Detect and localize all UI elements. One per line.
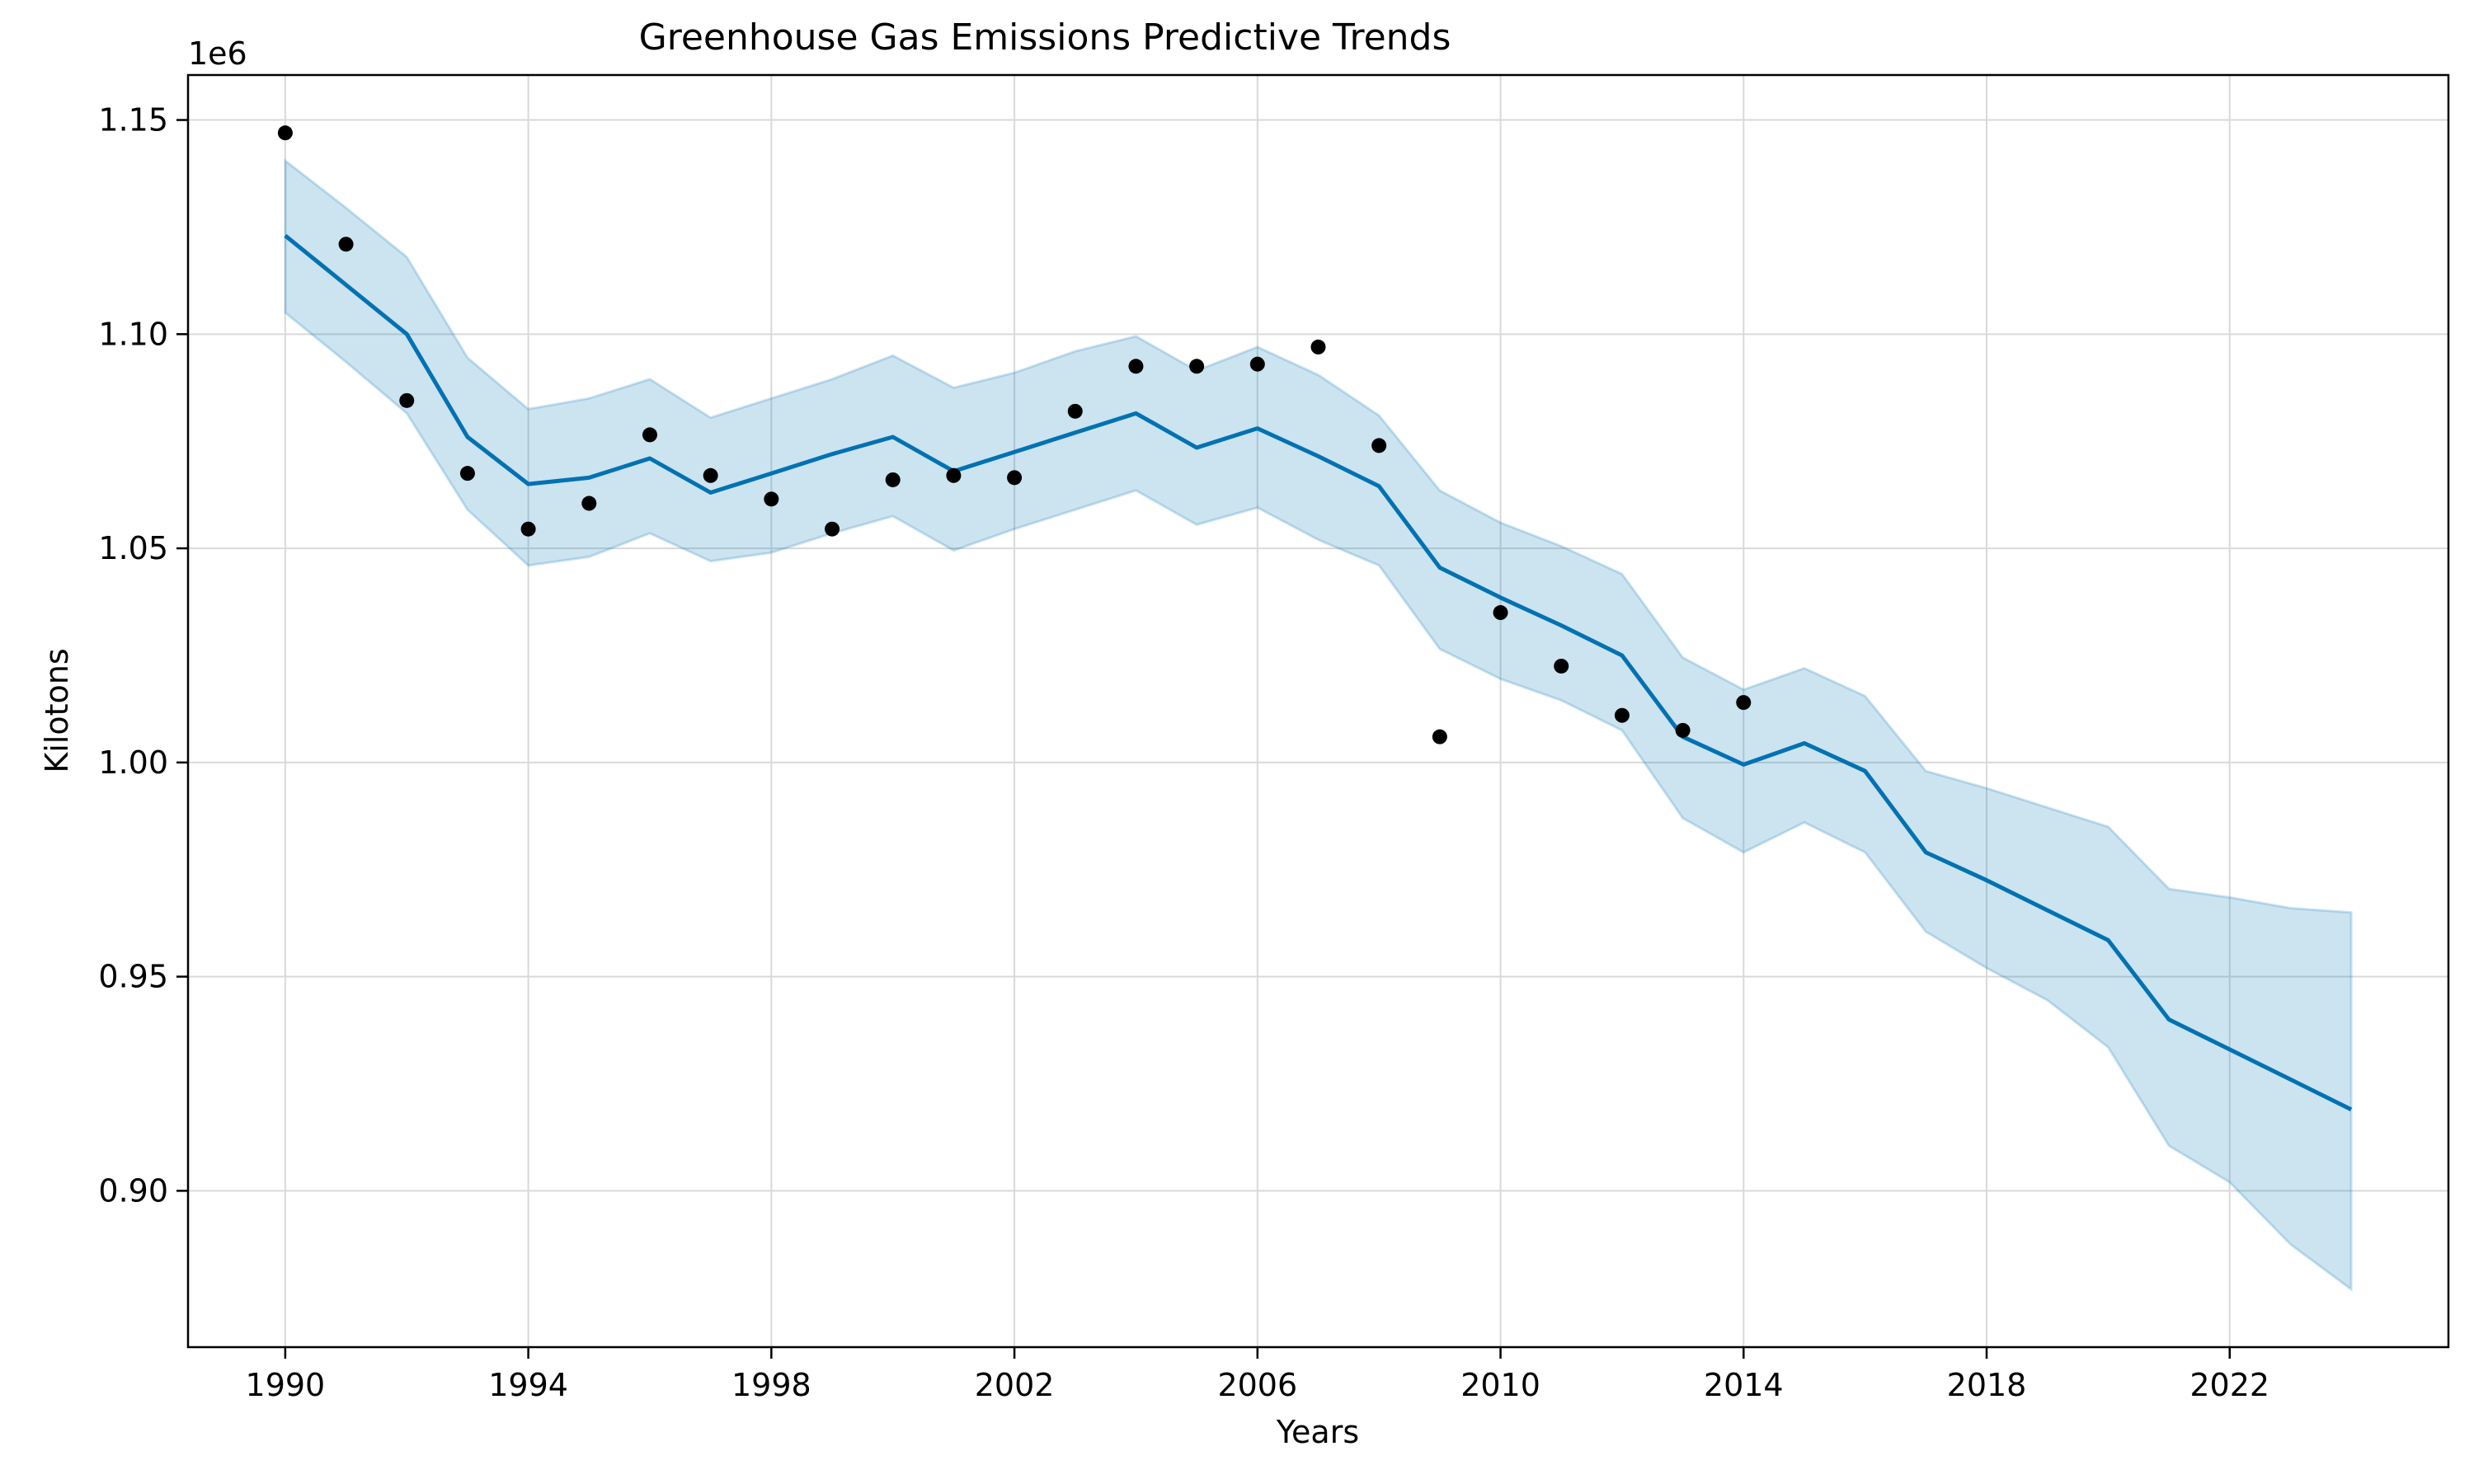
- chart-title: Greenhouse Gas Emissions Predictive Tren…: [639, 16, 1451, 59]
- observed-point: [581, 495, 597, 511]
- observed-point: [1432, 729, 1447, 744]
- y-tick-label: 1.15: [98, 102, 168, 139]
- observed-point: [1310, 339, 1326, 355]
- x-tick-label: 1994: [488, 1367, 568, 1403]
- y-tick-label: 1.10: [98, 316, 168, 352]
- observed-point: [1554, 658, 1569, 674]
- x-tick-label: 2002: [975, 1367, 1055, 1403]
- observed-point: [1189, 359, 1205, 374]
- y-axis-label: Kilotons: [39, 648, 75, 773]
- observed-point: [338, 237, 354, 252]
- y-tick-label: 1.05: [98, 530, 168, 566]
- y-axis-ticks: 0.90 0.95 1.00 1.05 1.10 1.15: [98, 102, 188, 1209]
- y-axis-offset-label: 1e6: [188, 35, 247, 72]
- y-tick-label: 0.95: [98, 959, 168, 995]
- observed-point: [825, 521, 840, 537]
- observed-point: [703, 467, 718, 483]
- x-tick-label: 2018: [1947, 1367, 2027, 1403]
- observed-point: [1493, 605, 1508, 621]
- observed-point: [1736, 695, 1752, 711]
- forecast-line: [284, 233, 2353, 1111]
- observed-point: [1249, 356, 1265, 372]
- x-tick-label: 2014: [1704, 1367, 1784, 1403]
- y-tick-label: 1.00: [98, 744, 168, 781]
- observed-point: [1371, 438, 1387, 453]
- x-tick-label: 2010: [1460, 1367, 1540, 1403]
- observed-point: [1067, 403, 1083, 419]
- observed-point: [1614, 707, 1630, 723]
- uncertainty-band-area: [284, 157, 2353, 1292]
- x-tick-label: 2022: [2189, 1367, 2269, 1403]
- x-tick-label: 1998: [731, 1367, 811, 1403]
- forecast-series-line: [284, 233, 2353, 1111]
- observed-points: [277, 125, 1752, 744]
- x-tick-label: 1990: [246, 1367, 326, 1403]
- observed-point: [1128, 359, 1144, 374]
- x-axis-label: Years: [1276, 1414, 1359, 1450]
- uncertainty-band: [284, 157, 2353, 1292]
- y-tick-label: 0.90: [98, 1172, 168, 1209]
- x-axis-ticks: 1990 1994 1998 2002 2006 2010 2014 2018 2022: [246, 1347, 2269, 1403]
- observed-point: [520, 521, 536, 537]
- observed-point: [642, 427, 657, 443]
- observed-point: [1007, 470, 1023, 486]
- observed-point: [399, 392, 415, 408]
- observed-point: [459, 466, 475, 481]
- grid: [188, 75, 2448, 1347]
- observed-point: [764, 491, 779, 507]
- observed-point: [946, 467, 962, 483]
- plot-frame: [186, 73, 2450, 1349]
- observed-point: [885, 472, 901, 487]
- observed-point: [277, 125, 293, 141]
- observed-point: [1675, 722, 1691, 738]
- x-tick-label: 2006: [1217, 1367, 1297, 1403]
